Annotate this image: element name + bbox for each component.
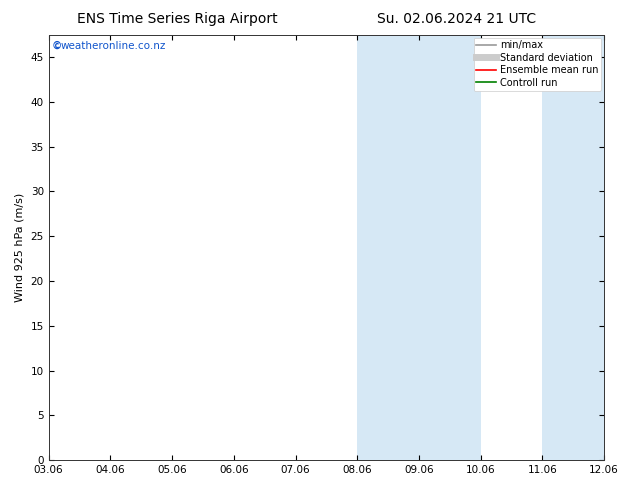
Bar [357,35,419,460]
Text: ©: © [51,41,61,51]
Bar [543,35,604,460]
Text: weatheronline.co.nz: weatheronline.co.nz [61,41,166,51]
Text: ENS Time Series Riga Airport: ENS Time Series Riga Airport [77,12,278,26]
Bar [419,35,481,460]
Y-axis label: Wind 925 hPa (m/s): Wind 925 hPa (m/s) [15,193,25,302]
Text: Su. 02.06.2024 21 UTC: Su. 02.06.2024 21 UTC [377,12,536,26]
Legend: min/max, Standard deviation, Ensemble mean run, Controll run: min/max, Standard deviation, Ensemble me… [474,38,601,91]
